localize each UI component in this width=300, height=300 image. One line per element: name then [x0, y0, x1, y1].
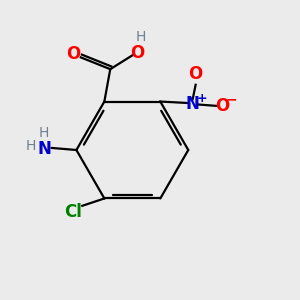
- Text: −: −: [226, 92, 237, 106]
- Text: O: O: [130, 44, 145, 62]
- Text: +: +: [196, 92, 207, 105]
- Text: H: H: [39, 126, 49, 140]
- Text: Cl: Cl: [64, 203, 82, 221]
- Text: O: O: [188, 64, 203, 82]
- Text: O: O: [66, 45, 80, 63]
- Text: H: H: [136, 30, 146, 44]
- Text: O: O: [215, 97, 229, 115]
- Text: N: N: [186, 95, 200, 113]
- Text: N: N: [37, 140, 51, 158]
- Text: H: H: [26, 139, 36, 153]
